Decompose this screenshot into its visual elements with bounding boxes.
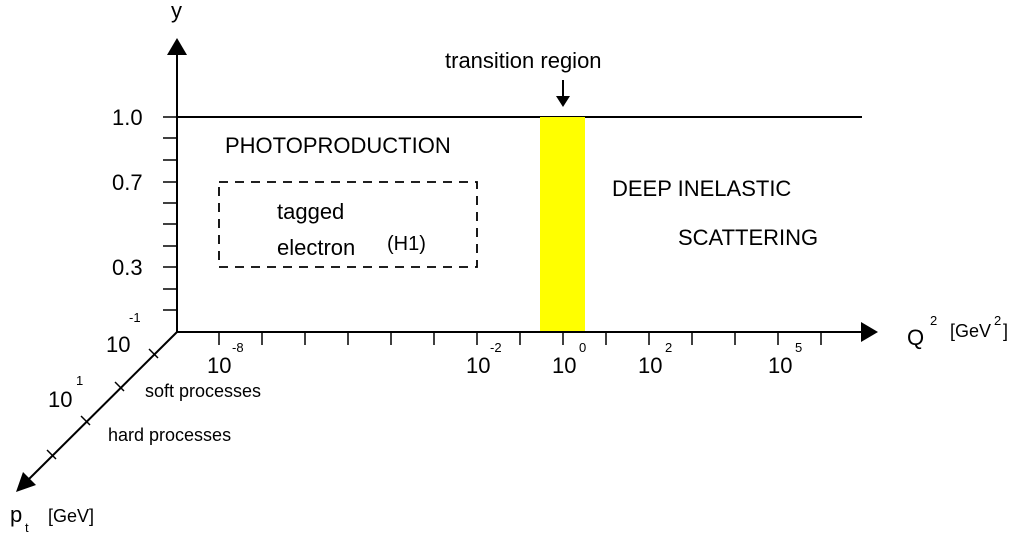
x-tick-label-1e5: 10 [768, 353, 792, 378]
x-tick-label-1e-2: 10 [466, 353, 490, 378]
transition-region-label: transition region [445, 48, 602, 73]
hard-processes-label: hard processes [108, 425, 231, 445]
x-tick-label-1e-8: 10 [207, 353, 231, 378]
x-ticks [218, 332, 822, 345]
x-axis-label: Q [907, 325, 924, 350]
x-tick-label-1e2: 10 [638, 353, 662, 378]
pt-tick-exp-1e-1: -1 [129, 310, 141, 325]
x-axis-unit: [GeV [950, 321, 991, 341]
pt-tick-label-1e1: 10 [48, 387, 72, 412]
x-tick-exp-1e5: 5 [795, 340, 802, 355]
pt-axis-unit: [GeV] [48, 506, 94, 526]
x-axis-arrow [861, 322, 878, 342]
x-axis-unit-close: ] [1003, 321, 1008, 341]
x-tick-exp-1e-8: -8 [232, 340, 244, 355]
y-axis-arrow [167, 38, 187, 55]
h1-label: (H1) [387, 233, 426, 255]
x-tick-exp-1e-2: -2 [490, 340, 502, 355]
x-axis-unit-exp: 2 [994, 313, 1001, 328]
tagged-label: tagged [277, 199, 344, 224]
tagged-electron-box [218, 181, 478, 268]
y-minor-ticks [163, 116, 177, 311]
y-tick-label-0.3: 0.3 [112, 255, 143, 280]
dis-label-line1: DEEP INELASTIC [612, 176, 791, 201]
pt-ticks [46, 348, 159, 460]
y-axis-label: y [171, 0, 182, 23]
electron-label: electron [277, 235, 355, 260]
x-tick-exp-1e2: 2 [665, 340, 672, 355]
y-tick-label-0.7: 0.7 [112, 170, 143, 195]
x-axis-label-exp: 2 [930, 313, 937, 328]
transition-region-band [540, 117, 585, 332]
x-tick-exp-1e0: 0 [579, 340, 586, 355]
photoproduction-label: PHOTOPRODUCTION [225, 133, 451, 158]
pt-axis-arrow [16, 472, 36, 492]
pt-tick-label-1e-1: 10 [106, 332, 130, 357]
pt-axis-label: p [10, 502, 22, 527]
y-tick-label-1.0: 1.0 [112, 105, 143, 130]
pt-axis-label-sub: t [25, 520, 29, 535]
soft-processes-label: soft processes [145, 381, 261, 401]
transition-arrow-head [556, 96, 570, 107]
pt-tick-exp-1e1: 1 [76, 373, 83, 388]
x-tick-label-1e0: 10 [552, 353, 576, 378]
dis-label-line2: SCATTERING [678, 225, 818, 250]
